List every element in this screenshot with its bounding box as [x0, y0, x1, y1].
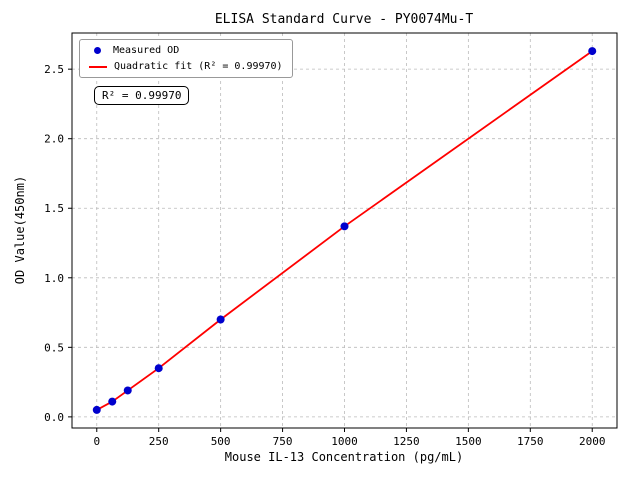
- data-point: [92, 405, 101, 414]
- y-tick-label: 1.5: [44, 202, 64, 215]
- data-point: [340, 222, 349, 231]
- r-squared-annotation: R² = 0.99970: [94, 86, 190, 105]
- legend: Measured OD Quadratic fit (R² = 0.99970): [79, 39, 293, 78]
- x-tick-label: 1000: [331, 435, 358, 448]
- axis-ticks: 0 250 500 750 1000 1250 1500 1750 2000 0.0 0.5 1.0 1…: [44, 63, 605, 448]
- legend-item-quadratic-fit: Quadratic fit (R² = 0.99970): [89, 61, 283, 72]
- data-point: [216, 315, 225, 324]
- data-series: [92, 47, 597, 414]
- legend-label: Quadratic fit (R² = 0.99970): [114, 61, 283, 72]
- data-point: [588, 47, 597, 56]
- x-tick-label: 750: [273, 435, 293, 448]
- data-point: [123, 386, 132, 395]
- y-tick-label: 1.0: [44, 272, 64, 285]
- red-line-marker: [89, 65, 107, 68]
- data-point: [108, 397, 117, 406]
- y-tick-label: 0.5: [44, 341, 64, 354]
- x-tick-label: 2000: [579, 435, 606, 448]
- plot-border: [71, 32, 618, 429]
- y-tick-label: 2.5: [44, 63, 64, 76]
- y-tick-label: 0.0: [44, 411, 64, 424]
- chart-title: ELISA Standard Curve - PY0074Mu-T: [215, 12, 473, 27]
- y-tick-label: 2.0: [44, 133, 64, 146]
- x-axis-label: Mouse IL-13 Concentration (pg/mL): [225, 450, 463, 464]
- x-tick-label: 1500: [455, 435, 482, 448]
- data-point: [154, 364, 163, 373]
- legend-label: Measured OD: [113, 45, 180, 56]
- x-tick-label: 1250: [393, 435, 420, 448]
- x-tick-label: 500: [211, 435, 231, 448]
- legend-item-measured-od: Measured OD: [89, 45, 283, 56]
- x-tick-label: 0: [93, 435, 100, 448]
- blue-dot-marker: [94, 47, 101, 54]
- y-axis-label: OD Value(450nm): [13, 176, 27, 284]
- x-tick-label: 250: [149, 435, 169, 448]
- x-tick-label: 1750: [517, 435, 544, 448]
